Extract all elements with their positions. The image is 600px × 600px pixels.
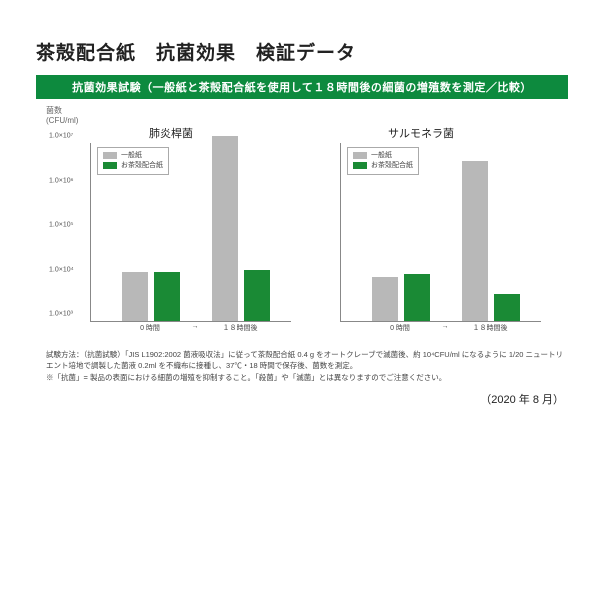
bar [404, 274, 430, 321]
footnote-disclaimer: ※「抗菌」= 製品の表面における細菌の増殖を抑制すること。「殺菌」や「滅菌」とは… [46, 372, 564, 383]
chart-0: 肺炎桿菌 1.0×10³1.0×10⁴1.0×10⁵1.0×10⁶1.0×10⁷… [46, 125, 296, 341]
bar [212, 136, 238, 321]
bar [244, 270, 270, 321]
subtitle-banner: 抗菌効果試験（一般紙と茶殻配合紙を使用して１８時間後の細菌の増殖数を測定／比較） [36, 75, 568, 99]
chart-title: 肺炎桿菌 [46, 125, 296, 141]
bar [154, 272, 180, 321]
legend: 一般紙 お茶殻配合紙 [97, 147, 169, 175]
date-label: （2020 年 8 月） [0, 391, 564, 407]
bar [122, 272, 148, 321]
chart-1: サルモネラ菌 一般紙 お茶殻配合紙 0 時間→１８時間後 [296, 125, 546, 341]
legend: 一般紙 お茶殻配合紙 [347, 147, 419, 175]
footnote-method: 試験方法：（抗菌試験）「JIS L1902:2002 菌液吸収法」に従って茶殻配… [46, 349, 564, 372]
page-title: 茶殻配合紙 抗菌効果 検証データ [36, 38, 564, 65]
chart-title: サルモネラ菌 [296, 125, 546, 141]
footnotes: 試験方法：（抗菌試験）「JIS L1902:2002 菌液吸収法」に従って茶殻配… [46, 349, 564, 383]
bar [372, 277, 398, 322]
charts-row: 肺炎桿菌 1.0×10³1.0×10⁴1.0×10⁵1.0×10⁶1.0×10⁷… [46, 125, 564, 341]
bar [462, 161, 488, 321]
y-axis-unit-label: 菌数(CFU/ml) [46, 105, 564, 125]
bar [494, 294, 520, 321]
